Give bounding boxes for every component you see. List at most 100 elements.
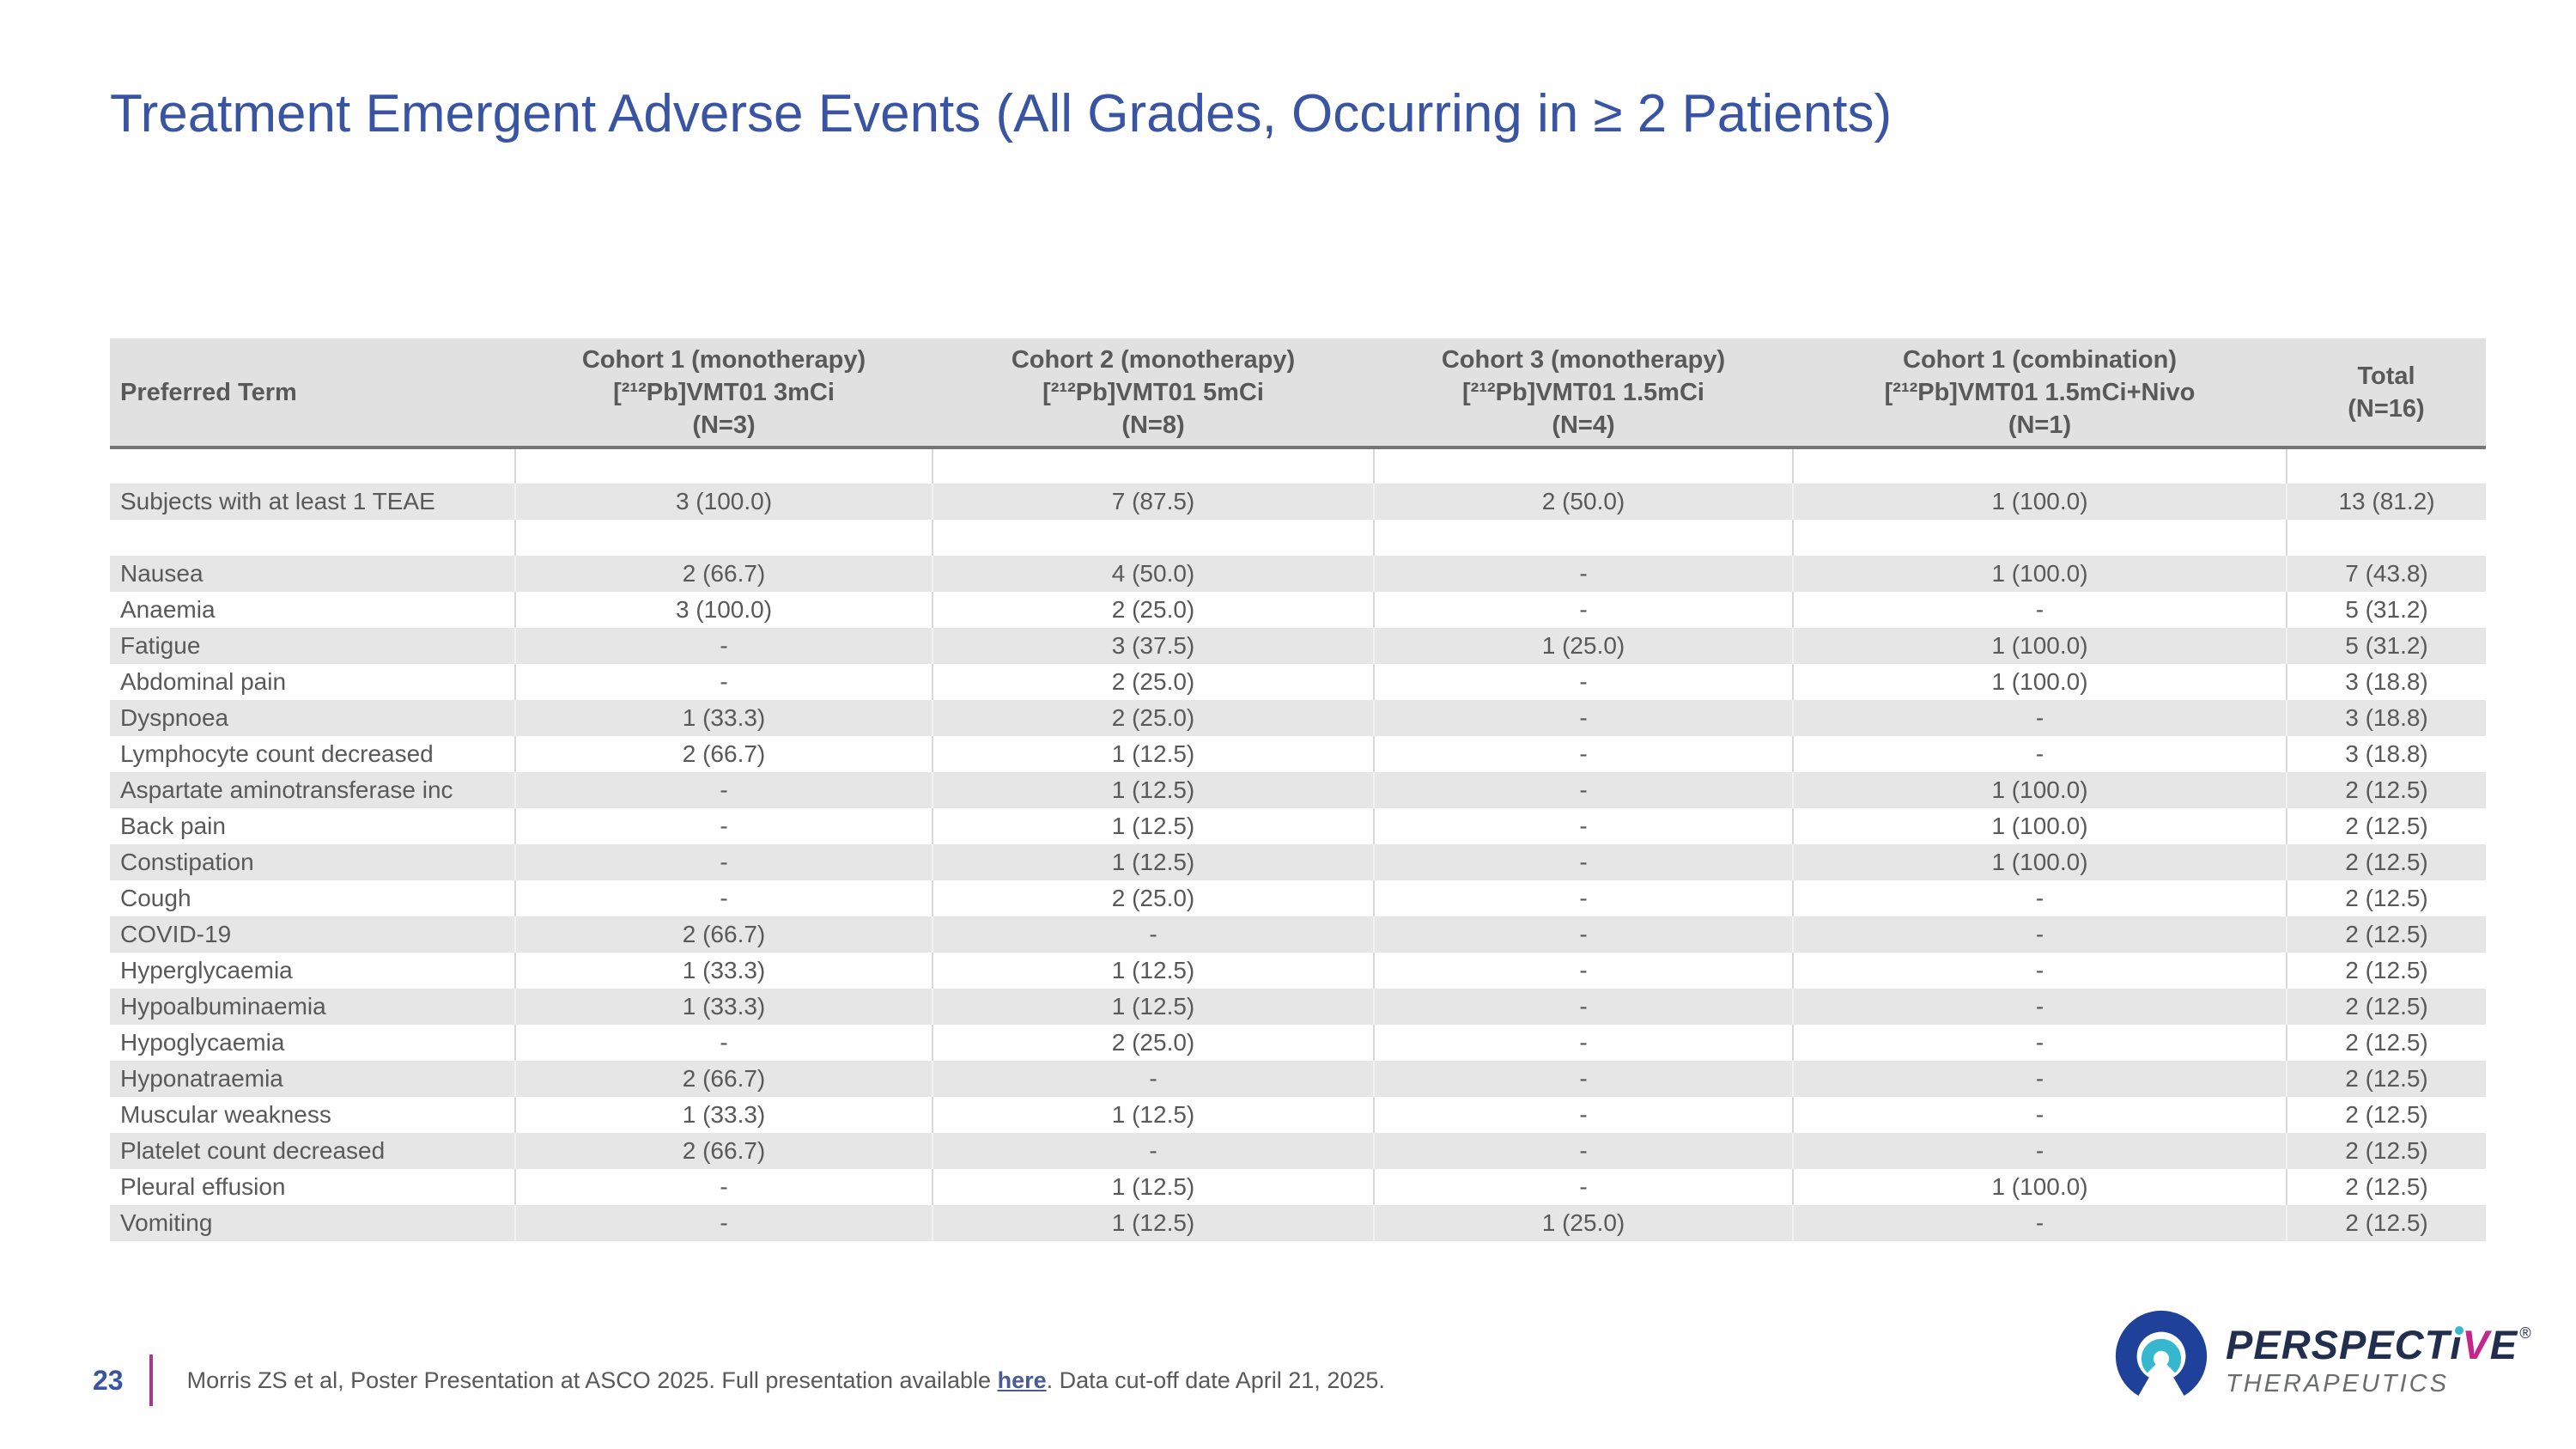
value-cell [2287,520,2486,556]
value-cell: - [1374,1025,1794,1061]
value-cell: 2 (66.7) [515,1133,933,1169]
value-cell [933,447,1375,484]
table-row: Constipation -1 (12.5) -1 (100.0) 2 (12.5) [110,844,2486,880]
logo-wordmark: PERSPECTiVE ® [2226,1324,2531,1365]
value-cell: 1 (100.0) [1793,808,2287,844]
value-cell [515,520,933,556]
value-cell: - [933,1133,1375,1169]
preferred-term-cell: Abdominal pain [110,664,516,700]
presentation-link[interactable]: here [997,1367,1047,1393]
footer: 23 Morris ZS et al, Poster Presentation … [93,1354,1385,1407]
value-cell: 1 (12.5) [933,953,1375,989]
teae-table: Preferred Term Cohort 1 (monotherapy) [²¹… [110,338,2486,1241]
value-cell: 5 (31.2) [2345,596,2428,623]
value-cell: 1 (100.0) [1793,844,2287,880]
value-cell: - [1793,1061,2287,1097]
value-cell: 1 (33.3) [515,989,933,1025]
preferred-term-cell: Pleural effusion [110,1169,516,1205]
value-cell: - [1374,736,1794,772]
value-cell: - [515,808,933,844]
value-cell: 1 (25.0) [1374,1205,1794,1241]
table-row: COVID-19 2 (66.7) - - -2 (12.5) [110,916,2486,953]
value-cell: - [1793,1133,2287,1169]
value-cell: 1 (33.3) [515,700,933,736]
logo-subtext: THERAPEUTICS [2226,1370,2449,1397]
registered-trademark: ® [2519,1324,2532,1342]
value-cell [933,520,1375,556]
preferred-term-cell: Muscular weakness [110,1097,516,1133]
value-cell: - [515,844,933,880]
value-cell: 2 (66.7) [515,736,933,772]
table-row: Aspartate aminotransferase inc -1 (12.5) -… [110,772,2486,808]
value-cell: - [1793,736,2287,772]
value-cell: 7 (87.5) [933,484,1375,520]
value-cell: 1 (25.0) [1374,628,1794,664]
table-row: Hyponatraemia 2 (66.7) - - -2 (12.5) [110,1061,2486,1097]
preferred-term-cell: Aspartate aminotransferase inc [110,772,516,808]
value-cell: - [515,1025,933,1061]
value-cell: 13 (81.2) [2338,488,2435,514]
wordmark-i: i [2450,1322,2464,1367]
value-cell: 1 (100.0) [1793,1169,2287,1205]
value-cell: 2 (25.0) [933,1025,1375,1061]
table-row [110,447,2486,484]
preferred-term-cell: Hyponatraemia [110,1061,516,1097]
citation-pre: Morris ZS et al, Poster Presentation at … [186,1367,998,1393]
value-cell [515,447,933,484]
value-cell: 2 (25.0) [933,700,1375,736]
perspective-logo: PERSPECTiVE ® THERAPEUTICS [2111,1309,2531,1405]
table-row: Platelet count decreased 2 (66.7) - - -2 (12… [110,1133,2486,1169]
wordmark-e: E [2489,1322,2518,1367]
preferred-term-cell: Hypoglycaemia [110,1025,516,1061]
value-cell: - [1374,808,1794,844]
value-cell: 3 (100.0) [515,592,933,628]
column-header: Cohort 1 (monotherapy) [²¹²Pb]VMT01 3mCi… [515,338,933,449]
value-cell: 2 (12.5) [2345,813,2428,839]
column-header: Cohort 3 (monotherapy) [²¹²Pb]VMT01 1.5m… [1374,338,1793,449]
column-header: Total (N=16) [2287,338,2486,449]
value-cell: 2 (25.0) [933,664,1375,700]
value-cell: 1 (100.0) [1793,556,2287,592]
table-row: Hypoglycaemia -2 (25.0) - -2 (12.5) [110,1025,2486,1061]
preferred-term-cell [110,447,516,484]
preferred-term-cell: Back pain [110,808,516,844]
value-cell: - [1793,592,2287,628]
value-cell: 2 (12.5) [2345,849,2428,875]
value-cell: - [1793,916,2287,953]
value-cell: - [515,664,933,700]
value-cell [1793,520,2287,556]
value-cell: 1 (100.0) [1793,664,2287,700]
page-title: Treatment Emergent Adverse Events (All G… [110,84,1893,143]
value-cell: - [1374,1169,1794,1205]
citation-text: Morris ZS et al, Poster Presentation at … [187,1367,1385,1394]
table-row: Pleural effusion -1 (12.5) -1 (100.0) 2 (12… [110,1169,2486,1205]
table-row: Subjects with at least 1 TEAE 3 (100.0) 7 … [110,484,2486,520]
value-cell: - [1793,700,2287,736]
wordmark-pre: PERSPECT [2226,1322,2451,1367]
value-cell: 2 (50.0) [1374,484,1794,520]
wordmark-v: V [2462,1322,2490,1367]
value-cell: - [515,880,933,916]
value-cell: - [933,916,1375,953]
preferred-term-cell: Vomiting [110,1205,516,1241]
value-cell: 2 (12.5) [2345,1101,2428,1128]
preferred-term-cell: Lymphocyte count decreased [110,736,516,772]
value-cell: - [1374,916,1794,953]
value-cell: - [1374,1061,1794,1097]
value-cell [1374,520,1794,556]
value-cell: 2 (25.0) [933,880,1375,916]
value-cell: 1 (12.5) [933,844,1375,880]
table-row: Back pain -1 (12.5) -1 (100.0) 2 (12.5) [110,808,2486,844]
value-cell: 1 (12.5) [933,1097,1375,1133]
footer-divider [149,1355,153,1406]
table-row: Cough -2 (25.0) - -2 (12.5) [110,880,2486,916]
logo-text: PERSPECTiVE ® THERAPEUTICS [2226,1309,2531,1398]
value-cell: 2 (25.0) [933,592,1375,628]
value-cell: 2 (12.5) [2345,957,2428,983]
value-cell: 1 (12.5) [933,808,1375,844]
value-cell: 2 (12.5) [2345,1137,2428,1164]
value-cell: 1 (100.0) [1793,628,2287,664]
value-cell: - [1374,989,1794,1025]
table-row: Muscular weakness 1 (33.3) 1 (12.5) - -2 (12… [110,1097,2486,1133]
